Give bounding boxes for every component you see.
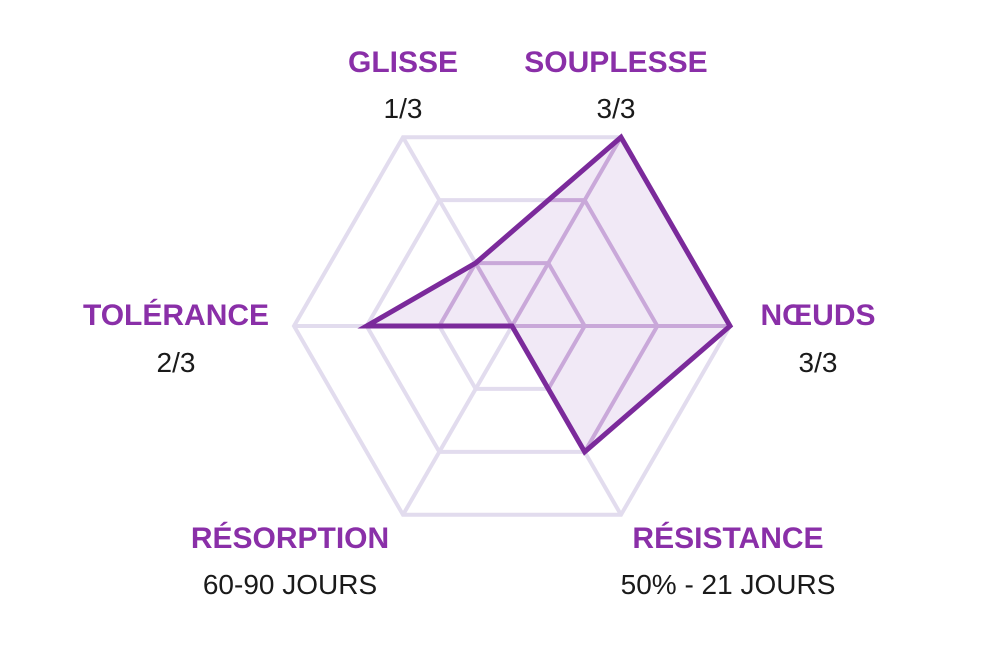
axis-label-glisse: GLISSE <box>348 46 458 79</box>
axis-value-nuds: 3/3 <box>799 347 838 378</box>
grid-spoke-3 <box>401 324 514 516</box>
data-outline <box>357 133 734 456</box>
axis-label-souplesse: SOUPLESSE <box>524 46 707 79</box>
axis-label-resorption: RÉSORPTION <box>191 521 389 555</box>
data-area <box>366 137 730 452</box>
axis-value-resorption: 60-90 JOURS <box>203 569 377 600</box>
axis-value-glisse: 1/3 <box>384 93 423 124</box>
inner-spoke-0 <box>510 137 623 328</box>
radar-outline-layer <box>357 133 734 456</box>
axis-value-souplesse: 3/3 <box>597 93 636 124</box>
axis-labels: SOUPLESSE 3/3 NŒUDS 3/3 RÉSISTANCE 50% - 21 J… <box>83 46 876 600</box>
radar-data-layer <box>366 137 730 452</box>
axis-label-tolerance: TOLÉRANCE <box>83 298 269 332</box>
axis-value-resistance: 50% - 21 JOURS <box>621 569 836 600</box>
axis-label-resistance: RÉSISTANCE <box>632 521 823 555</box>
axis-value-tolerance: 2/3 <box>157 347 196 378</box>
axis-label-nuds: NŒUDS <box>760 299 875 332</box>
